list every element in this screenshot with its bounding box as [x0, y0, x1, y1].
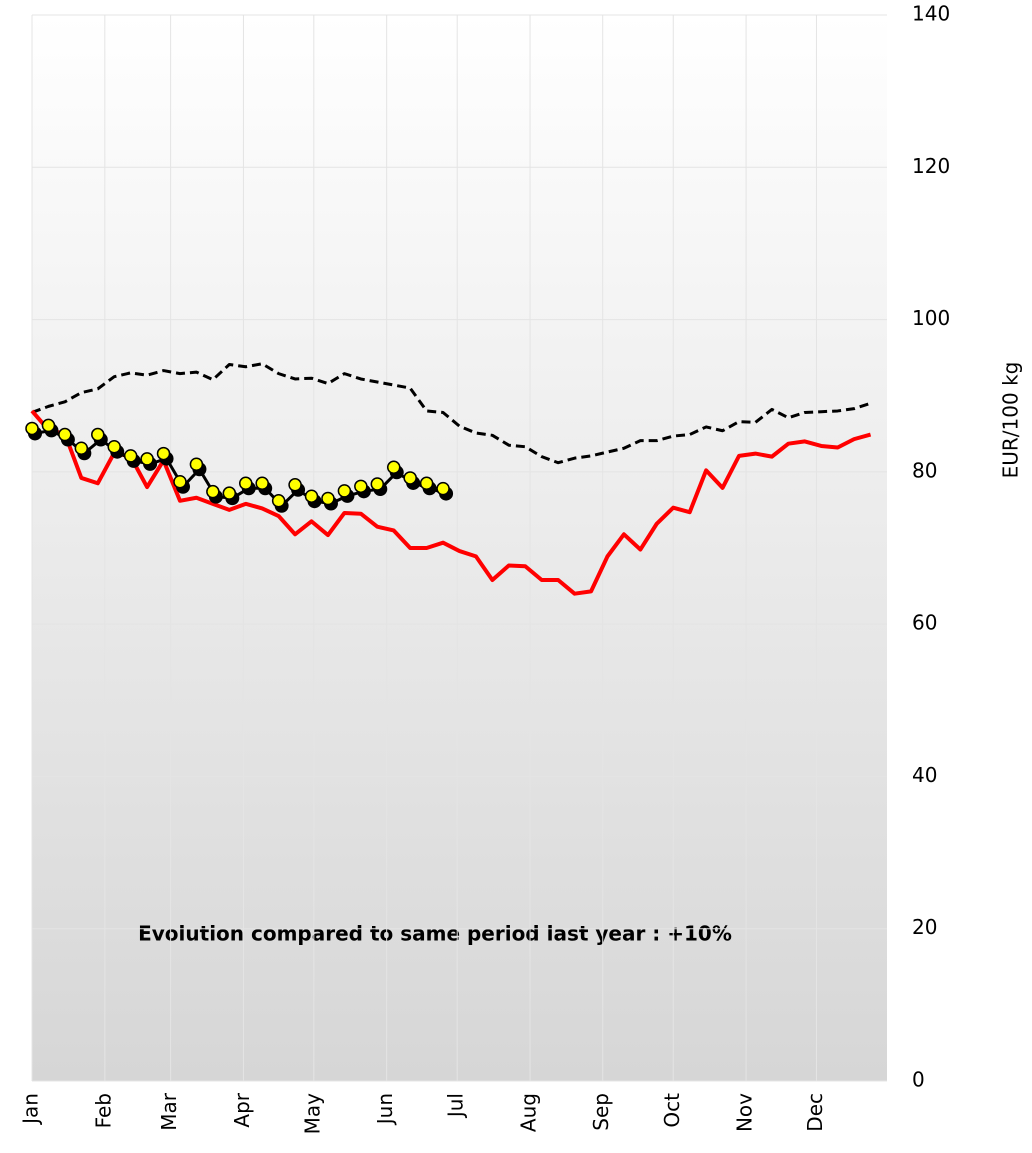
marker	[337, 484, 352, 498]
y-tick-label: 140	[912, 2, 950, 26]
x-tick-label: Dec	[803, 1093, 827, 1132]
plot-background	[32, 15, 887, 1081]
x-tick-label: Mar	[157, 1092, 181, 1131]
marker	[288, 478, 302, 492]
marker	[156, 446, 171, 461]
x-tick-label: Aug	[517, 1093, 541, 1132]
marker	[58, 427, 72, 442]
x-tick-label: May	[300, 1093, 324, 1135]
marker	[304, 489, 319, 503]
marker	[354, 479, 368, 494]
marker	[436, 481, 450, 496]
marker	[41, 418, 56, 433]
marker	[189, 457, 204, 471]
y-tick-label: 60	[912, 611, 937, 635]
marker	[386, 460, 401, 475]
marker	[206, 484, 220, 499]
x-tick-label: Jan	[19, 1093, 43, 1126]
x-tick-label: Jul	[444, 1093, 468, 1119]
marker	[403, 471, 417, 485]
marker	[255, 476, 269, 491]
y-tick-label: 20	[912, 915, 937, 939]
y-tick-label: 40	[912, 763, 937, 787]
series-line	[30, 409, 872, 596]
y-tick-label: 80	[912, 458, 937, 482]
y-tick-label: 0	[912, 1068, 925, 1092]
series-line	[31, 362, 872, 465]
marker	[321, 491, 335, 506]
y-axis-title: EUR/100 kg	[999, 362, 1023, 479]
x-tick-label: Nov	[733, 1093, 757, 1132]
marker	[222, 486, 237, 500]
marker	[419, 476, 434, 491]
marker	[123, 449, 138, 463]
marker	[25, 421, 39, 436]
y-tick-label: 120	[912, 154, 950, 178]
marker	[74, 441, 89, 456]
x-tick-label: Oct	[660, 1093, 684, 1128]
marker	[140, 452, 154, 466]
marker	[91, 427, 105, 442]
x-tick-label: Feb	[91, 1093, 115, 1128]
marker	[173, 475, 187, 489]
annotation: Evolution compared to same period last y…	[138, 922, 732, 946]
marker	[239, 476, 253, 491]
marker	[107, 439, 121, 454]
marker	[370, 477, 385, 491]
x-tick-label: Apr	[230, 1092, 254, 1127]
x-tick-label: Jun	[373, 1093, 397, 1126]
x-tick-label: Sep	[589, 1093, 613, 1131]
marker	[271, 494, 286, 508]
y-tick-label: 100	[912, 306, 950, 330]
